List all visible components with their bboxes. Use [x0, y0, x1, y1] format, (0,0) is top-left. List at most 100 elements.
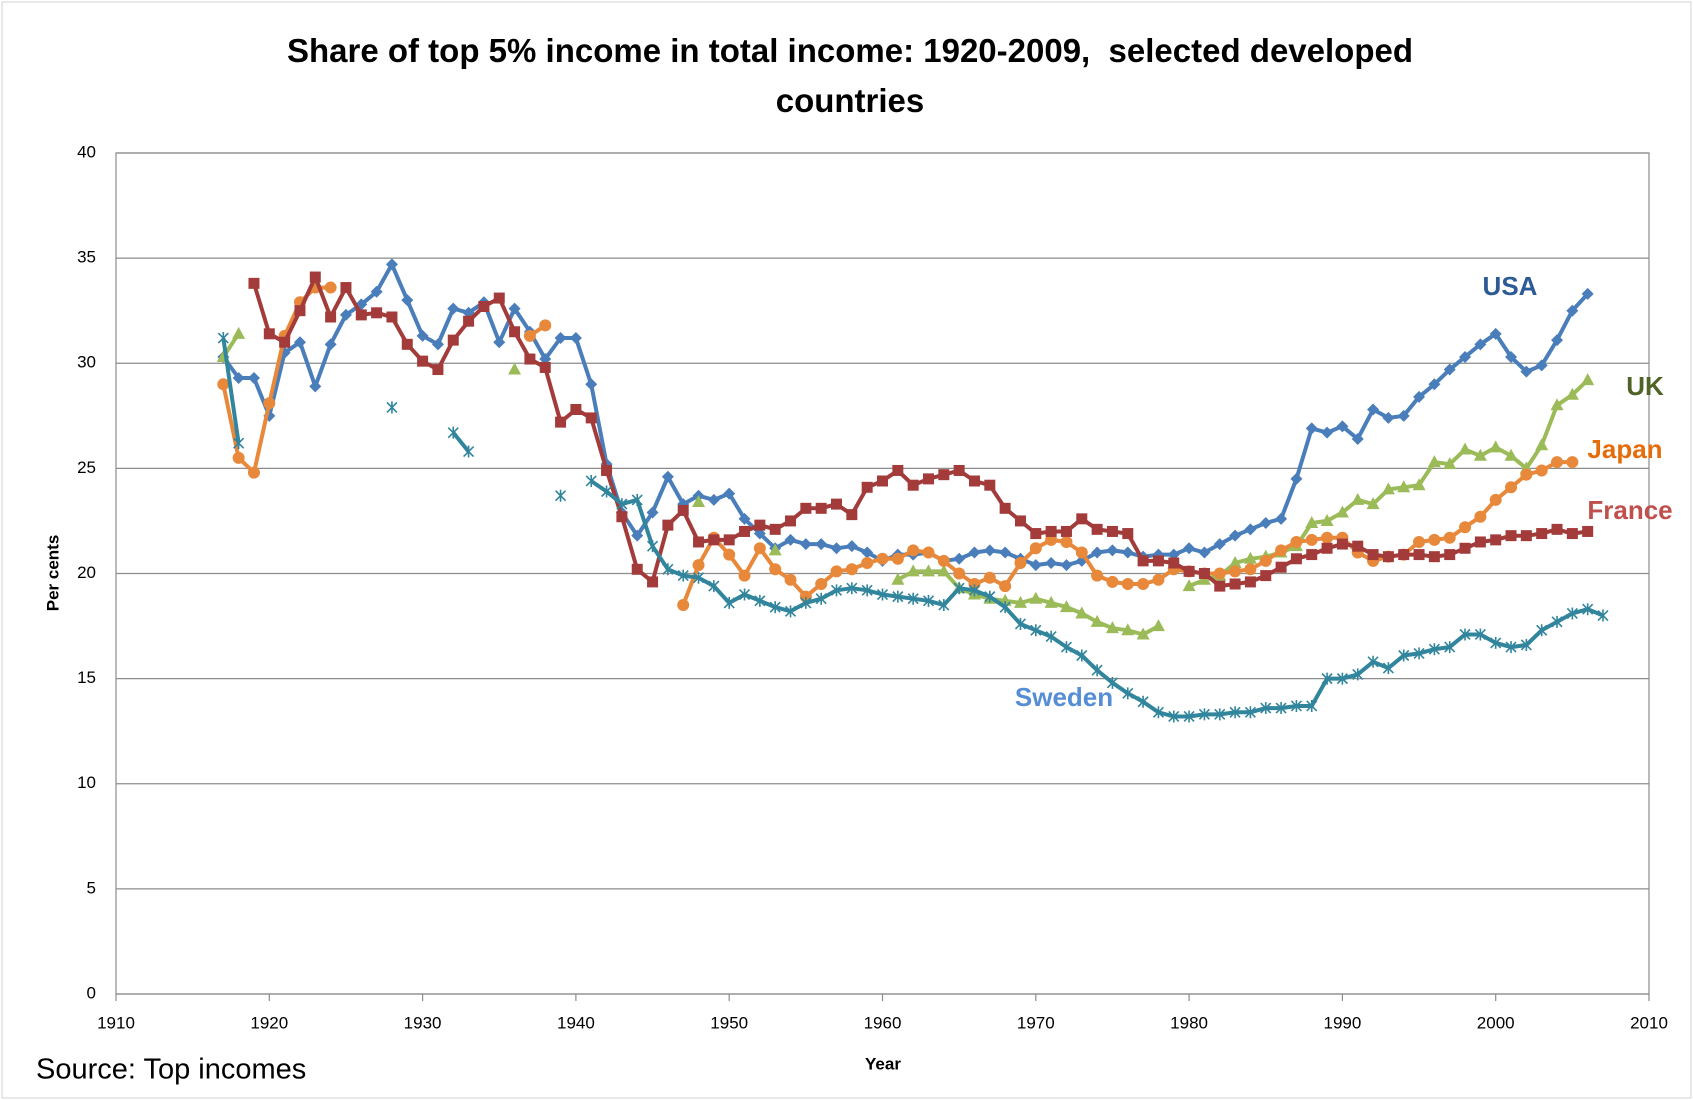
- data-point: [1382, 662, 1394, 675]
- data-point: [1459, 521, 1472, 534]
- data-point: [983, 571, 996, 584]
- data-point: [432, 364, 444, 376]
- data-point: [953, 567, 966, 580]
- data-point: [1412, 478, 1426, 491]
- data-point: [569, 332, 582, 345]
- data-point: [523, 329, 536, 342]
- data-point: [1076, 513, 1088, 525]
- data-point: [401, 294, 414, 307]
- data-point: [769, 563, 782, 576]
- data-point: [723, 596, 735, 609]
- data-point: [1535, 359, 1548, 372]
- data-point: [968, 475, 980, 487]
- data-point: [1551, 615, 1563, 628]
- data-point: [279, 336, 291, 348]
- y-tick-label: 35: [77, 248, 96, 267]
- data-point: [524, 353, 536, 365]
- data-point: [325, 311, 337, 323]
- data-point: [1489, 493, 1502, 506]
- data-point: [845, 563, 858, 576]
- data-point: [1229, 578, 1241, 590]
- data-point: [585, 378, 598, 391]
- x-tick-label: 2000: [1477, 1013, 1515, 1032]
- data-point: [891, 552, 904, 565]
- data-point: [1229, 706, 1241, 719]
- data-point: [339, 308, 352, 321]
- data-point: [938, 469, 950, 481]
- data-point: [1275, 512, 1288, 525]
- data-point: [1458, 442, 1472, 455]
- data-point: [1352, 540, 1364, 552]
- data-point: [493, 292, 505, 304]
- data-point: [1244, 523, 1257, 536]
- data-point: [861, 546, 874, 559]
- data-point: [1014, 617, 1027, 630]
- data-point: [861, 481, 873, 493]
- data-point: [1059, 600, 1073, 613]
- data-point: [232, 451, 245, 464]
- data-point: [293, 336, 306, 349]
- data-point: [1351, 432, 1364, 445]
- data-point: [907, 479, 919, 491]
- data-point: [1060, 559, 1073, 572]
- data-point: [1121, 578, 1134, 591]
- data-point: [1427, 455, 1441, 468]
- data-point: [1137, 555, 1149, 567]
- data-point: [1152, 706, 1165, 719]
- data-point: [1335, 505, 1349, 518]
- data-point: [647, 576, 659, 588]
- data-point: [1321, 426, 1334, 439]
- data-point: [539, 361, 551, 373]
- data-point: [1260, 702, 1272, 715]
- data-point: [692, 559, 705, 572]
- series-label: Sweden: [1015, 682, 1113, 712]
- chart-title: Share of top 5% income in total income: …: [286, 32, 1423, 119]
- data-point: [1306, 699, 1318, 712]
- data-point: [830, 542, 843, 555]
- data-point: [1520, 468, 1533, 481]
- data-point: [922, 594, 935, 607]
- data-point: [876, 552, 889, 565]
- series-line: [252, 275, 1588, 589]
- data-point: [1244, 706, 1256, 719]
- data-point: [953, 552, 966, 565]
- data-point: [738, 512, 751, 525]
- series-label: Japan: [1587, 434, 1662, 464]
- data-point: [1091, 664, 1103, 677]
- data-point: [921, 564, 935, 577]
- data-point: [509, 326, 521, 338]
- data-point: [1229, 529, 1242, 542]
- data-point: [1536, 624, 1548, 637]
- data-point: [1030, 624, 1042, 637]
- data-point: [784, 573, 797, 586]
- data-point: [478, 300, 490, 312]
- data-point: [1320, 513, 1334, 526]
- data-point: [1106, 676, 1119, 689]
- data-point: [324, 281, 337, 294]
- series-line: [221, 332, 1590, 637]
- data-point: [677, 599, 690, 612]
- data-point: [508, 362, 522, 375]
- data-point: [1505, 530, 1517, 542]
- data-point: [723, 534, 735, 546]
- data-point: [1244, 563, 1257, 576]
- data-point: [247, 466, 260, 479]
- data-point: [1136, 627, 1150, 640]
- data-point: [570, 404, 582, 416]
- data-point: [1398, 549, 1410, 561]
- data-point: [1244, 576, 1256, 588]
- data-point: [309, 271, 321, 283]
- data-point: [739, 525, 751, 537]
- data-point: [769, 601, 781, 614]
- data-point: [999, 502, 1011, 514]
- data-point: [1030, 528, 1042, 540]
- data-point: [1198, 568, 1210, 579]
- data-point: [508, 302, 521, 315]
- data-point: [1260, 570, 1272, 582]
- data-point: [1228, 555, 1242, 568]
- data-point: [1151, 619, 1165, 632]
- data-point: [754, 519, 766, 531]
- data-point: [892, 590, 904, 603]
- data-point: [1091, 523, 1103, 535]
